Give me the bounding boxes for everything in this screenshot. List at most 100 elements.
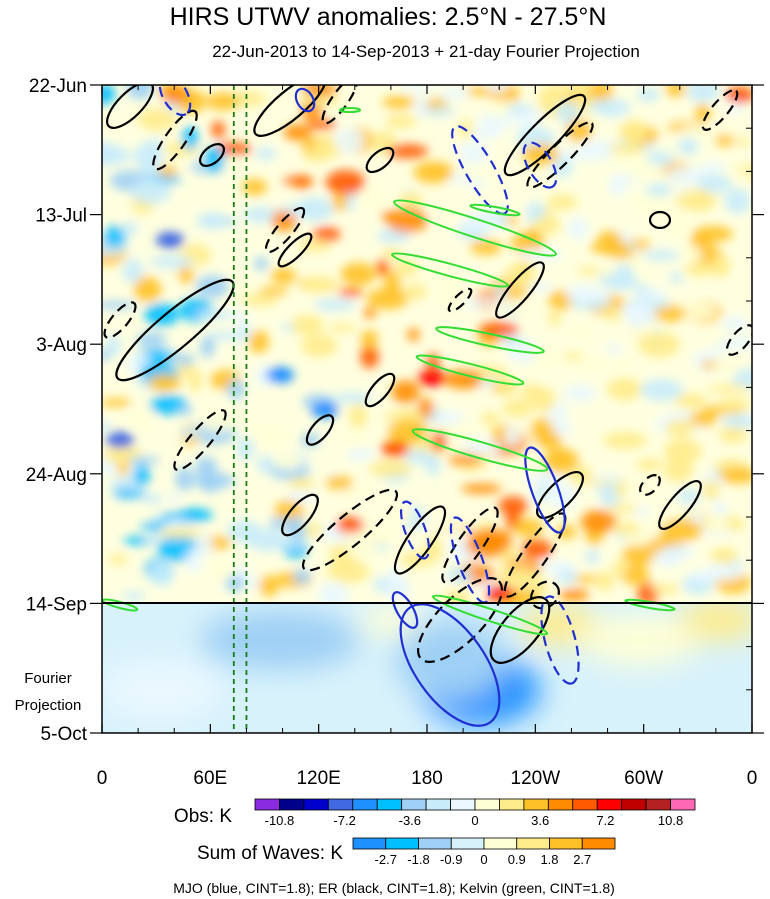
colorbar-swatch <box>547 798 574 811</box>
colorbar-tick-label: 3.6 <box>531 813 549 828</box>
er-contour <box>253 85 327 137</box>
kelvin-contour <box>415 354 525 386</box>
colorbar-swatch <box>581 837 616 850</box>
er-contour <box>526 121 594 189</box>
mjo-contour <box>158 85 192 117</box>
kelvin-contour <box>339 107 361 113</box>
mjo-contour <box>524 446 566 534</box>
projection-label-line2: Projection <box>15 697 82 714</box>
colorbar-tick-label: -2.7 <box>375 852 397 867</box>
colorbar-swatch <box>499 798 525 811</box>
kelvin-contour <box>431 594 549 636</box>
colorbar-swatch <box>523 798 549 811</box>
colorbar-tick-label: 0 <box>480 852 487 867</box>
colorbar-swatch <box>474 798 500 811</box>
colorbar-swatch <box>549 837 583 850</box>
er-contour <box>173 409 227 471</box>
colorbar-swatch <box>376 798 403 811</box>
colorbar-swatch <box>572 798 598 811</box>
er-contour <box>264 206 306 254</box>
er-contour <box>103 301 137 339</box>
kelvin-contour <box>411 428 549 472</box>
x-tick-label: 60W <box>624 768 663 789</box>
er-contour <box>301 488 399 572</box>
er-contour <box>447 287 473 313</box>
mjo-contour <box>399 500 431 560</box>
y-tick-label: 24-Aug <box>26 465 87 486</box>
mjo-contour <box>294 87 316 113</box>
colorbar-swatch <box>621 798 647 811</box>
colorbar-swatch <box>279 798 305 811</box>
kelvin-contour <box>435 326 545 354</box>
er-contour <box>305 414 335 446</box>
colorbar-tick-label: -7.2 <box>333 813 355 828</box>
kelvin-contour <box>469 203 521 217</box>
mjo-contour <box>540 595 580 685</box>
colorbar-swatch <box>483 837 518 850</box>
y-tick-label: 13-Jul <box>35 206 87 227</box>
colorbar-swatch <box>670 798 696 811</box>
colorbar-swatch <box>352 837 387 850</box>
er-contour <box>489 596 551 664</box>
colorbar-tick-label: 0.9 <box>508 852 526 867</box>
mjo-contour <box>522 141 558 189</box>
er-contour <box>536 471 584 519</box>
y-tick-label: 5-Oct <box>41 724 88 745</box>
er-contour <box>364 372 396 408</box>
colorbar-tick-label: -1.8 <box>407 852 429 867</box>
colorbar-swatch <box>418 837 452 850</box>
colorbar-swatch <box>401 798 427 811</box>
y-tick-label: 3-Aug <box>36 335 87 356</box>
er-contour <box>115 278 235 382</box>
observed-anomaly-field <box>102 85 752 603</box>
er-contour <box>106 85 154 129</box>
wave-contours <box>102 85 752 727</box>
colorbar-tick-label: 2.7 <box>573 852 591 867</box>
er-contour <box>530 580 560 610</box>
projection-label-line1: Fourier <box>24 670 72 687</box>
waves-colorbar-label: Sum of Waves: K <box>197 843 343 864</box>
x-tick-label: 0 <box>747 768 758 789</box>
er-contour <box>417 577 503 663</box>
y-tick-label: 14-Sep <box>26 594 87 615</box>
er-contour <box>495 261 545 319</box>
er-contour <box>281 493 319 537</box>
colorbar-tick-label: 1.8 <box>540 852 558 867</box>
er-contour <box>648 210 672 230</box>
colorbar-tick-label: 10.8 <box>658 813 683 828</box>
colorbar-swatch <box>450 837 485 850</box>
er-contour <box>701 89 739 131</box>
x-tick-label: 60E <box>193 768 227 789</box>
colorbar-swatch <box>596 798 623 811</box>
colorbar-swatch <box>645 798 671 811</box>
footnote: MJO (blue, CINT=1.8); ER (black, CINT=1.… <box>173 880 615 896</box>
axes: 0 60E 120E 180 120W 60W 0 22-Jun 13-Jul 3-Aug 24-A… <box>26 76 764 789</box>
mjo-contour <box>391 591 419 629</box>
colorbar-tick-label: 0 <box>471 813 478 828</box>
obs-colorbar-label: Obs: K <box>174 806 232 827</box>
x-tick-label: 0 <box>97 768 108 789</box>
er-contour <box>277 232 313 268</box>
colorbar-swatch <box>303 798 329 811</box>
kelvin-contour <box>391 252 509 288</box>
colorbar-tick-label: -0.9 <box>440 852 462 867</box>
colorbar-swatch <box>516 837 550 850</box>
colorbar-swatch <box>327 798 354 811</box>
chart-subtitle: 22-Jun-2013 to 14-Sep-2013 + 21-day Four… <box>212 42 640 61</box>
colorbar-tick-label: -10.8 <box>265 813 295 828</box>
er-contour <box>658 480 702 530</box>
colorbar-tick-label: 7.2 <box>596 813 614 828</box>
mjo-contour <box>451 125 509 215</box>
x-tick-label: 120W <box>511 768 561 789</box>
er-contour <box>639 474 661 496</box>
kelvin-contour <box>393 199 557 257</box>
colorbar-swatch <box>385 837 419 850</box>
chart-title: HIRS UTWV anomalies: 2.5°N - 27.5°N <box>170 3 607 31</box>
x-tick-label: 180 <box>411 768 443 789</box>
colorbar-swatch <box>450 798 476 811</box>
er-contour <box>152 109 198 171</box>
er-contour <box>441 506 499 584</box>
obs-colorbar: -10.8 -7.2 -3.6 0 3.6 7.2 10.8 <box>254 798 696 828</box>
reference-longitude-lines <box>232 85 248 733</box>
